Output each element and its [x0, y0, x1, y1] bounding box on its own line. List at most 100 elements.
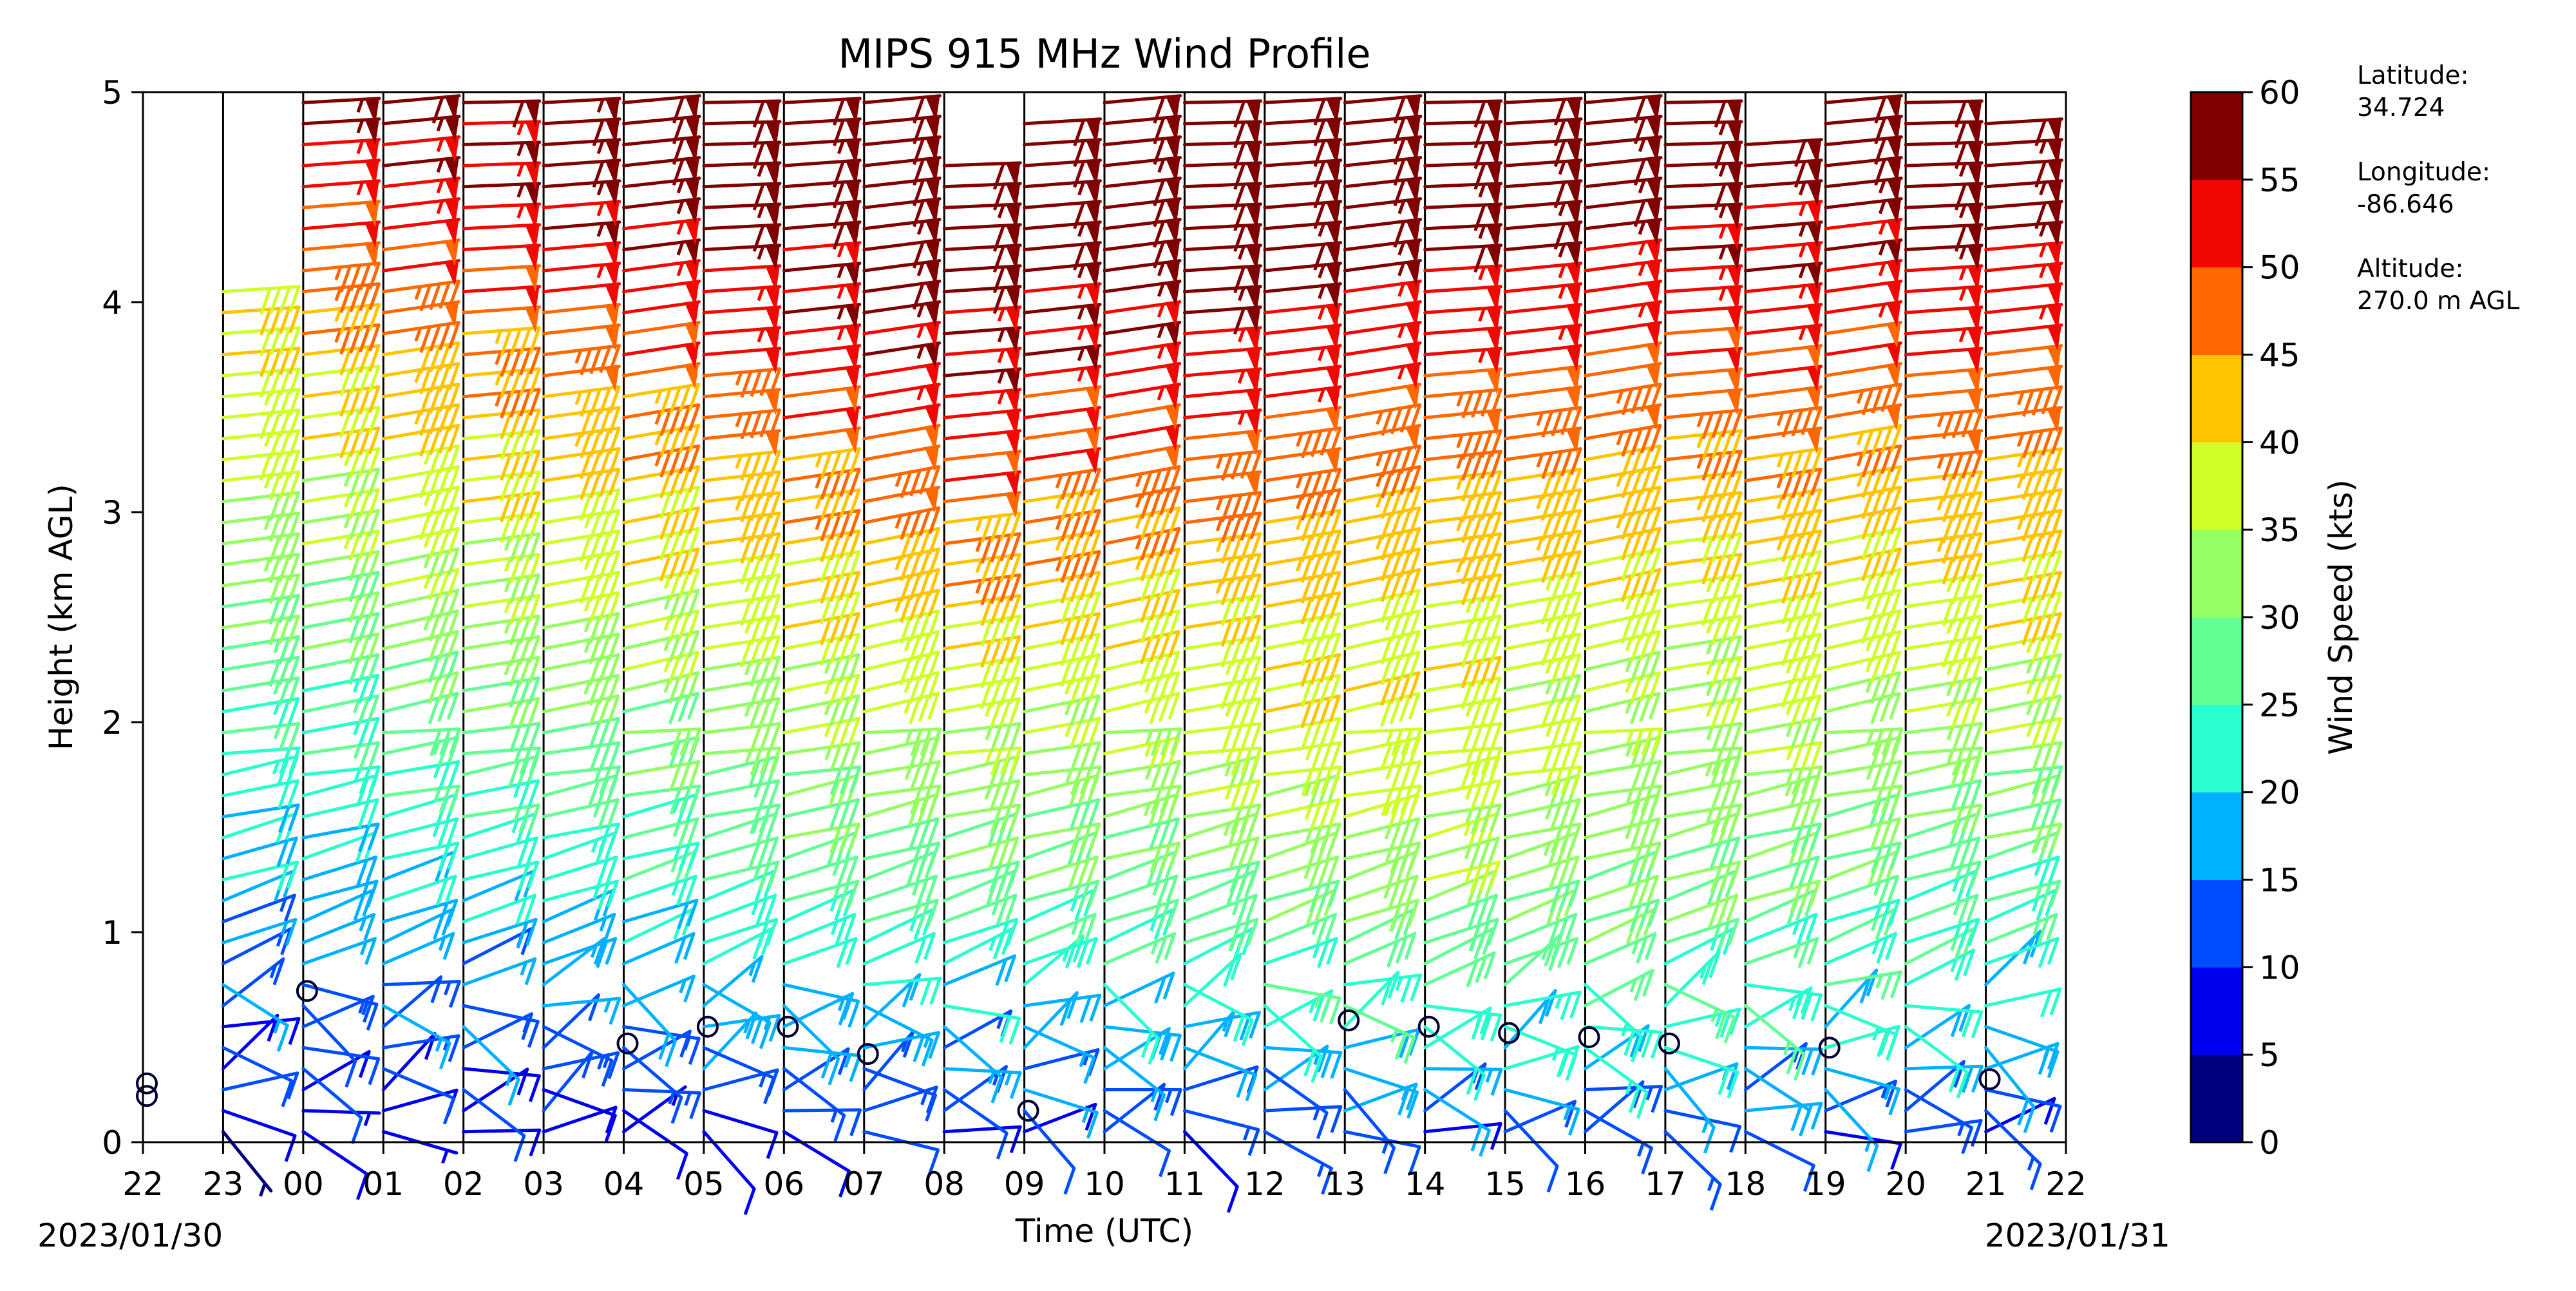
- wind-barb: [704, 985, 770, 1049]
- barb-half: [518, 205, 523, 218]
- barb-half: [1392, 1029, 1396, 1042]
- barb-full: [1010, 1018, 1019, 1044]
- wind-barb: [704, 895, 775, 924]
- barb-shaft: [864, 1069, 936, 1095]
- barb-full: [761, 725, 770, 751]
- barb-shaft: [1425, 1090, 1490, 1131]
- barb-full: [1792, 804, 1801, 830]
- barb-full: [1871, 824, 1880, 850]
- barb-full: [768, 838, 777, 864]
- barb-full: [1242, 725, 1251, 751]
- barb-half: [1638, 1143, 1643, 1156]
- barb-full: [1410, 843, 1419, 869]
- barb-full: [691, 1093, 700, 1118]
- barb-shaft: [784, 1069, 844, 1115]
- barb-full: [450, 1036, 459, 1062]
- barb-full: [1571, 743, 1580, 769]
- barb-full: [920, 763, 929, 789]
- wind-barb: [1265, 915, 1336, 944]
- barb-full: [1332, 1107, 1341, 1133]
- wind-barb: [624, 876, 696, 905]
- barb-full: [830, 804, 839, 830]
- barb-full: [1492, 748, 1501, 774]
- barb-full: [849, 881, 858, 907]
- barb-full: [920, 821, 929, 847]
- barb-full: [370, 743, 379, 769]
- wind-barb: [1505, 939, 1577, 971]
- barb-full: [278, 1026, 287, 1051]
- barb-half: [1800, 182, 1804, 195]
- barb-full: [509, 761, 518, 787]
- barb-full: [1151, 765, 1160, 791]
- barb-full: [1721, 783, 1730, 808]
- barb-full: [922, 979, 931, 1005]
- wind-barb: [544, 800, 618, 828]
- barb-shaft: [1826, 1006, 1896, 1035]
- barb-full: [450, 729, 459, 755]
- barb-half: [1560, 162, 1564, 175]
- barb-full: [518, 841, 527, 866]
- barb-full: [529, 805, 538, 831]
- barb-full: [931, 979, 940, 1004]
- barb-full: [1548, 1166, 1557, 1192]
- barb-full: [1009, 862, 1018, 888]
- barb-half: [999, 329, 1003, 342]
- barb-shaft: [1665, 1069, 1714, 1127]
- barb-half: [1560, 203, 1564, 216]
- barb-full: [1812, 824, 1821, 850]
- barb-full: [608, 881, 617, 907]
- barb-full: [1171, 1035, 1180, 1061]
- barb-full: [1731, 1127, 1740, 1152]
- barb-full: [1812, 1104, 1821, 1129]
- barb-full: [1091, 995, 1100, 1021]
- wind-barb: [784, 939, 856, 968]
- barb-full: [1571, 718, 1580, 744]
- barb-full: [1091, 743, 1100, 769]
- wind-barb: [1104, 693, 1179, 723]
- barb-half: [907, 731, 911, 743]
- barb-half: [260, 1183, 265, 1196]
- wind-barb: [704, 698, 779, 727]
- barb-half: [1720, 164, 1725, 177]
- barb-full: [1241, 783, 1250, 808]
- barb-full: [1249, 838, 1258, 864]
- barb-shaft: [223, 1073, 297, 1090]
- wind-barb: [1025, 915, 1095, 944]
- barb-half: [1244, 1127, 1249, 1140]
- barb-full: [1881, 821, 1890, 847]
- barb-shaft: [1505, 1090, 1578, 1110]
- wind-barb: [303, 743, 379, 770]
- barb-half: [1868, 731, 1873, 743]
- barb-full: [999, 841, 1008, 866]
- wind-barb: [1826, 1069, 1899, 1115]
- barb-half: [1703, 1120, 1708, 1133]
- wind-barb: [544, 857, 616, 885]
- barb-full: [1321, 744, 1331, 770]
- wind-barb: [303, 915, 374, 943]
- wind-barb: [1425, 805, 1501, 834]
- barb-shaft: [303, 1111, 379, 1113]
- barb-full: [1492, 1124, 1501, 1149]
- barb-full: [1571, 824, 1580, 850]
- barb-full: [1249, 862, 1258, 888]
- wind-barb: [223, 959, 283, 1006]
- wind-barb: [383, 1006, 450, 1069]
- barb-full: [851, 1056, 860, 1082]
- barb-full: [840, 802, 849, 828]
- barb-full: [770, 723, 779, 749]
- wind-barb: [303, 718, 378, 746]
- barb-full: [1882, 973, 1891, 999]
- barb-full: [1811, 718, 1820, 744]
- wind-barb: [1586, 693, 1660, 723]
- wind-barb: [864, 693, 938, 723]
- barb-full: [1318, 1113, 1327, 1138]
- barb-full: [1250, 781, 1259, 807]
- barb-full: [440, 763, 449, 789]
- barb-full: [448, 819, 457, 845]
- barb-shaft: [1025, 1027, 1094, 1058]
- barb-full: [515, 1136, 524, 1162]
- wind-barb: [1826, 1090, 1877, 1172]
- barb-full: [450, 761, 459, 787]
- wind-barb: [223, 1111, 295, 1162]
